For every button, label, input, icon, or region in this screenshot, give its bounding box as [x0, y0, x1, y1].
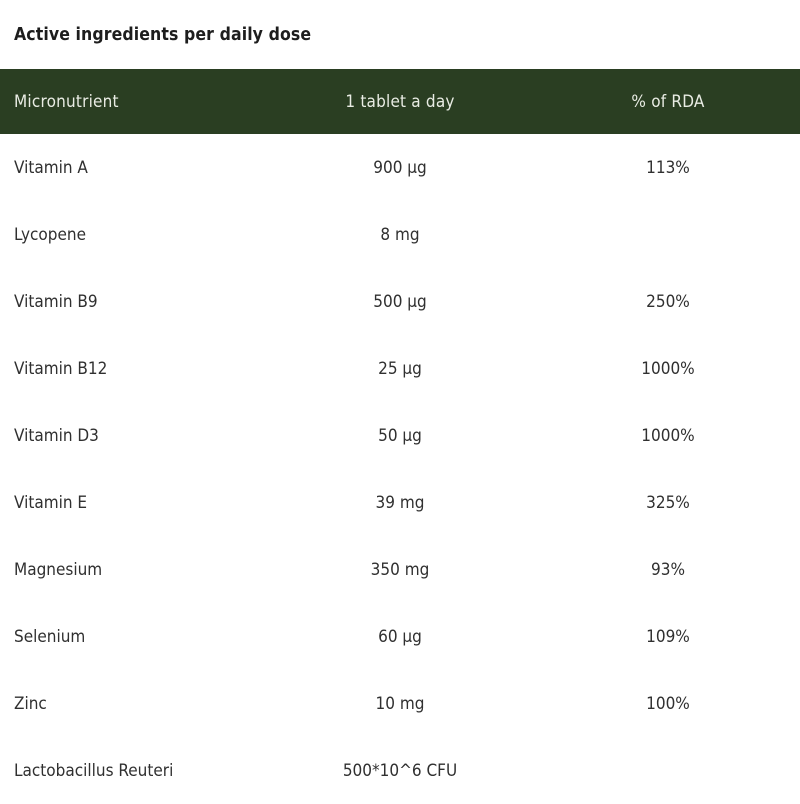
- micronutrient-cell: Lactobacillus Reuteri: [14, 760, 174, 781]
- table-row: Vitamin E 39 mg 325%: [0, 469, 800, 536]
- page-title: Active ingredients per daily dose: [14, 24, 312, 45]
- micronutrient-cell: Magnesium: [14, 559, 103, 580]
- table-row: Lactobacillus Reuteri 500*10^6 CFU: [0, 737, 800, 804]
- table-row: Vitamin B12 25 µg 1000%: [0, 335, 800, 402]
- rda-cell: 93%: [651, 559, 685, 580]
- micronutrient-cell: Vitamin B12: [14, 358, 108, 379]
- rda-cell: 100%: [646, 693, 690, 714]
- dose-cell: 60 µg: [378, 626, 422, 647]
- dose-cell: 8 mg: [380, 224, 420, 245]
- micronutrient-cell: Vitamin E: [14, 492, 88, 513]
- micronutrient-cell: Vitamin A: [14, 157, 88, 178]
- rda-cell: 113%: [646, 157, 690, 178]
- table-row: Magnesium 350 mg 93%: [0, 536, 800, 603]
- title-bar: Active ingredients per daily dose: [0, 0, 800, 69]
- micronutrient-cell: Vitamin D3: [14, 425, 99, 446]
- micronutrient-cell: Selenium: [14, 626, 86, 647]
- rda-cell: 250%: [646, 291, 690, 312]
- rda-cell: 1000%: [641, 425, 695, 446]
- table-header: Micronutrient 1 tablet a day % of RDA: [0, 69, 800, 134]
- rda-cell: 1000%: [641, 358, 695, 379]
- micronutrient-cell: Lycopene: [14, 224, 87, 245]
- dose-cell: 900 µg: [373, 157, 427, 178]
- table-row: Lycopene 8 mg: [0, 201, 800, 268]
- ingredients-table: Micronutrient 1 tablet a day % of RDA Vi…: [0, 69, 800, 804]
- column-header-rda: % of RDA: [631, 91, 705, 112]
- table-row: Zinc 10 mg 100%: [0, 670, 800, 737]
- rda-cell: 325%: [646, 492, 690, 513]
- dose-cell: 50 µg: [378, 425, 422, 446]
- table-row: Vitamin B9 500 µg 250%: [0, 268, 800, 335]
- dose-cell: 25 µg: [378, 358, 422, 379]
- table-row: Vitamin A 900 µg 113%: [0, 134, 800, 201]
- dose-cell: 10 mg: [375, 693, 425, 714]
- rda-cell: [536, 737, 800, 804]
- dose-cell: 39 mg: [375, 492, 425, 513]
- dose-cell: 350 mg: [370, 559, 430, 580]
- dose-cell: 500*10^6 CFU: [342, 760, 458, 781]
- table-row: Vitamin D3 50 µg 1000%: [0, 402, 800, 469]
- dose-cell: 500 µg: [373, 291, 427, 312]
- micronutrient-cell: Zinc: [14, 693, 47, 714]
- rda-cell: 109%: [646, 626, 690, 647]
- table-row: Selenium 60 µg 109%: [0, 603, 800, 670]
- header-row: Micronutrient 1 tablet a day % of RDA: [0, 69, 800, 134]
- table-body: Vitamin A 900 µg 113% Lycopene 8 mg Vita…: [0, 134, 800, 804]
- micronutrient-cell: Vitamin B9: [14, 291, 98, 312]
- rda-cell: [536, 201, 800, 268]
- column-header-micronutrient: Micronutrient: [14, 91, 119, 112]
- column-header-dose: 1 tablet a day: [345, 91, 455, 112]
